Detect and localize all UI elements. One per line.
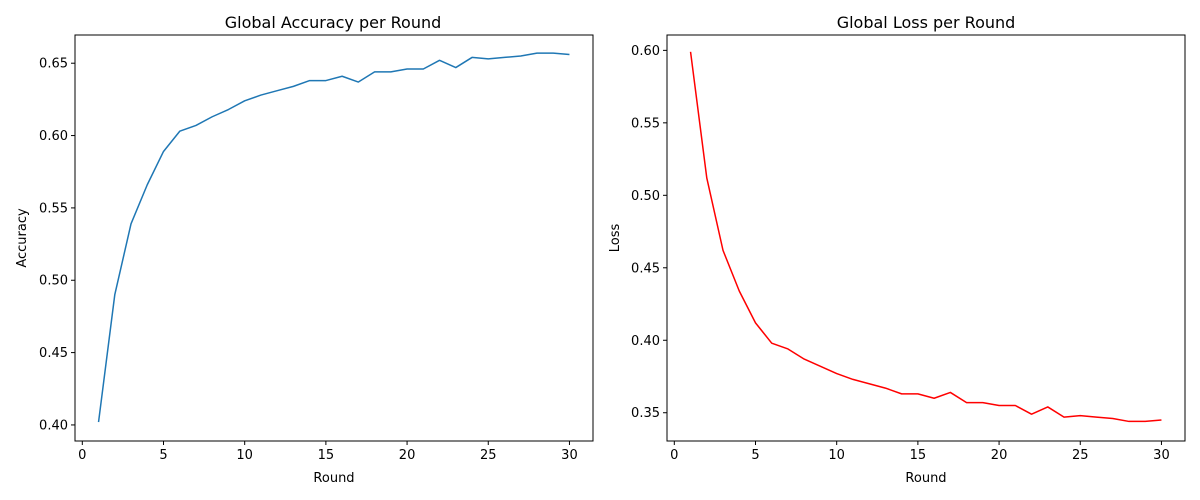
accuracy-chart-x-tick-label: 15 <box>318 448 335 463</box>
accuracy-chart-y-tick-label: 0.45 <box>39 346 68 361</box>
loss-chart-y-tick-label: 0.50 <box>631 189 660 204</box>
loss-chart-y-tick-label: 0.35 <box>631 406 660 421</box>
accuracy-chart-x-tick-label: 10 <box>236 448 253 463</box>
loss-chart-x-axis-label: Round <box>905 471 946 486</box>
loss-chart-x-tick-label: 10 <box>828 448 845 463</box>
loss-chart-ticks: 0 5 10 15 20 25 30 0.35 0.40 0.45 0.50 0.55 0.60 <box>631 44 1170 463</box>
loss-chart-y-tick-label: 0.55 <box>631 116 660 131</box>
loss-chart-x-tick-label: 15 <box>910 448 927 463</box>
loss-chart-series-line <box>689 51 1162 423</box>
accuracy-chart-x-tick-label: 25 <box>480 448 497 463</box>
loss-chart-y-tick-label: 0.45 <box>631 261 660 276</box>
loss-chart-plot-frame <box>666 34 1186 442</box>
accuracy-chart-x-axis-label: Round <box>313 471 354 486</box>
accuracy-chart-x-tick-label: 0 <box>78 448 86 463</box>
accuracy-chart-y-axis-label: Accuracy <box>15 208 30 268</box>
accuracy-chart-plot-frame <box>74 34 594 442</box>
accuracy-chart-x-tick-label: 30 <box>561 448 578 463</box>
accuracy-chart-x-tick-label: 20 <box>399 448 416 463</box>
accuracy-chart-title: Global Accuracy per Round <box>225 13 442 32</box>
accuracy-chart-y-tick-label: 0.50 <box>39 274 68 289</box>
accuracy-chart-y-tick-label: 0.40 <box>39 418 68 433</box>
accuracy-chart: Global Accuracy per Round 0 5 10 15 20 25 30 0.… <box>15 13 594 486</box>
accuracy-chart-series <box>97 52 570 423</box>
loss-chart-x-tick-label: 25 <box>1072 448 1089 463</box>
loss-chart-y-tick-label: 0.60 <box>631 44 660 59</box>
loss-chart-x-tick-label: 30 <box>1153 448 1170 463</box>
loss-chart-x-tick-label: 20 <box>991 448 1008 463</box>
loss-chart-x-tick-label: 5 <box>751 448 759 463</box>
accuracy-chart-series-line <box>97 52 570 423</box>
accuracy-chart-y-tick-label: 0.55 <box>39 201 68 216</box>
accuracy-chart-y-tick-label: 0.60 <box>39 129 68 144</box>
accuracy-chart-x-tick-label: 5 <box>159 448 167 463</box>
loss-chart-x-tick-label: 0 <box>670 448 678 463</box>
accuracy-chart-ticks: 0 5 10 15 20 25 30 0.40 0.45 0.50 0.55 0.60 0.65 <box>39 57 578 463</box>
loss-chart-y-tick-label: 0.40 <box>631 334 660 349</box>
loss-chart: Global Loss per Round 0 5 10 15 20 25 30 0.35 0.… <box>608 13 1186 486</box>
accuracy-chart-y-tick-label: 0.65 <box>39 57 68 72</box>
loss-chart-title: Global Loss per Round <box>837 13 1016 32</box>
loss-chart-series <box>689 51 1162 423</box>
loss-chart-y-axis-label: Loss <box>608 224 623 253</box>
